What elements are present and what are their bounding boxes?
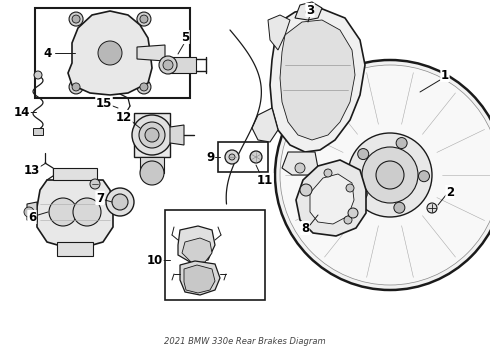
Text: 5: 5 [181, 31, 189, 44]
Circle shape [362, 147, 418, 203]
Text: 12: 12 [116, 111, 132, 123]
Polygon shape [310, 174, 354, 224]
Polygon shape [252, 108, 278, 142]
Circle shape [396, 138, 407, 149]
Circle shape [358, 149, 368, 159]
Text: 13: 13 [24, 163, 40, 176]
Text: 15: 15 [96, 96, 112, 109]
Polygon shape [184, 265, 215, 293]
Polygon shape [295, 2, 322, 20]
Circle shape [49, 198, 77, 226]
Ellipse shape [383, 95, 392, 111]
Ellipse shape [69, 12, 83, 26]
Polygon shape [182, 238, 212, 263]
Text: 3: 3 [306, 4, 314, 17]
Polygon shape [270, 8, 365, 152]
Polygon shape [268, 15, 290, 50]
Circle shape [376, 161, 404, 189]
Circle shape [394, 202, 405, 213]
Circle shape [34, 71, 42, 79]
Circle shape [98, 41, 122, 65]
Circle shape [106, 188, 134, 216]
Bar [165, 210, 265, 300]
Circle shape [90, 179, 100, 189]
Polygon shape [170, 125, 184, 145]
Circle shape [229, 154, 235, 160]
Circle shape [418, 171, 429, 182]
Circle shape [348, 208, 358, 218]
Ellipse shape [69, 80, 83, 94]
Ellipse shape [313, 150, 329, 160]
Bar [218, 142, 268, 172]
Polygon shape [134, 113, 170, 157]
Polygon shape [282, 152, 318, 175]
Polygon shape [37, 180, 113, 250]
Text: 11: 11 [257, 174, 273, 186]
Circle shape [324, 169, 332, 177]
Circle shape [140, 83, 148, 91]
Circle shape [145, 128, 159, 142]
Text: 4: 4 [44, 46, 52, 59]
Circle shape [139, 122, 165, 148]
Circle shape [72, 15, 80, 23]
Polygon shape [168, 57, 196, 73]
Ellipse shape [428, 225, 441, 239]
Text: 14: 14 [14, 105, 30, 118]
Text: 2021 BMW 330e Rear Brakes Diagram: 2021 BMW 330e Rear Brakes Diagram [164, 338, 326, 346]
Circle shape [73, 198, 101, 226]
Polygon shape [137, 45, 165, 61]
Ellipse shape [344, 228, 356, 242]
Text: 10: 10 [147, 253, 163, 266]
Circle shape [346, 184, 354, 192]
Bar [35, 8, 190, 98]
Polygon shape [53, 168, 97, 180]
Circle shape [300, 184, 312, 196]
Circle shape [348, 133, 432, 217]
Polygon shape [178, 226, 215, 262]
Circle shape [163, 60, 173, 70]
Polygon shape [180, 261, 220, 295]
Ellipse shape [83, 26, 137, 80]
Polygon shape [33, 128, 43, 135]
Circle shape [159, 56, 177, 74]
Circle shape [275, 60, 490, 290]
Polygon shape [296, 160, 366, 236]
Ellipse shape [92, 35, 128, 71]
Circle shape [24, 207, 34, 217]
Ellipse shape [137, 12, 151, 26]
Circle shape [225, 150, 239, 164]
Ellipse shape [450, 145, 465, 156]
Circle shape [344, 216, 352, 224]
Circle shape [280, 65, 490, 285]
Ellipse shape [137, 80, 151, 94]
Circle shape [140, 15, 148, 23]
Polygon shape [280, 20, 355, 140]
Circle shape [356, 189, 368, 199]
Text: 7: 7 [96, 192, 104, 204]
Circle shape [250, 151, 262, 163]
Polygon shape [57, 242, 93, 256]
Text: 8: 8 [301, 221, 309, 234]
Circle shape [295, 163, 305, 173]
Text: 1: 1 [441, 68, 449, 81]
Circle shape [132, 115, 172, 155]
Text: 6: 6 [28, 211, 36, 224]
Circle shape [427, 203, 437, 213]
Circle shape [140, 161, 164, 185]
Text: 9: 9 [206, 150, 214, 163]
Polygon shape [27, 202, 37, 222]
Circle shape [306, 8, 314, 16]
Text: 2: 2 [446, 185, 454, 198]
Circle shape [72, 83, 80, 91]
Polygon shape [140, 157, 164, 173]
Circle shape [112, 194, 128, 210]
Polygon shape [68, 11, 152, 95]
